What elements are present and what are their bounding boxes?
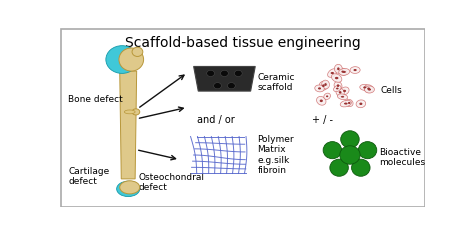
Ellipse shape <box>336 88 338 89</box>
Ellipse shape <box>364 85 373 93</box>
Ellipse shape <box>360 84 370 90</box>
Ellipse shape <box>342 71 346 73</box>
Ellipse shape <box>337 84 339 87</box>
Ellipse shape <box>359 103 363 105</box>
Text: Scaffold-based tissue engineering: Scaffold-based tissue engineering <box>125 36 361 50</box>
Ellipse shape <box>317 96 326 105</box>
Ellipse shape <box>339 91 342 94</box>
Ellipse shape <box>235 70 242 76</box>
Ellipse shape <box>315 85 324 92</box>
Ellipse shape <box>340 100 351 107</box>
Ellipse shape <box>132 109 140 115</box>
Ellipse shape <box>214 83 221 89</box>
Ellipse shape <box>331 74 342 82</box>
Ellipse shape <box>117 181 140 197</box>
Text: Bone defect: Bone defect <box>68 95 123 104</box>
FancyBboxPatch shape <box>61 29 425 207</box>
Ellipse shape <box>344 103 347 105</box>
Ellipse shape <box>341 96 344 98</box>
Ellipse shape <box>330 159 348 176</box>
Ellipse shape <box>334 85 341 92</box>
Text: + / -: + / - <box>312 115 333 125</box>
Ellipse shape <box>368 88 371 91</box>
Ellipse shape <box>336 88 344 96</box>
Ellipse shape <box>207 70 214 76</box>
Ellipse shape <box>319 99 323 102</box>
Ellipse shape <box>358 142 377 159</box>
Ellipse shape <box>341 71 344 73</box>
Ellipse shape <box>343 90 346 92</box>
Ellipse shape <box>124 110 135 114</box>
Text: and / or: and / or <box>197 115 235 125</box>
Polygon shape <box>194 66 255 91</box>
Ellipse shape <box>106 46 138 73</box>
Ellipse shape <box>339 69 350 75</box>
Text: Ceramic
scaffold: Ceramic scaffold <box>257 73 295 92</box>
Text: Cartilage
defect: Cartilage defect <box>68 167 109 186</box>
Ellipse shape <box>340 146 360 164</box>
Polygon shape <box>120 71 137 179</box>
Ellipse shape <box>335 77 338 79</box>
Ellipse shape <box>354 69 357 71</box>
Ellipse shape <box>338 68 347 75</box>
Ellipse shape <box>318 87 321 89</box>
Ellipse shape <box>348 102 350 104</box>
Text: Polymer
Matrix
e.g.silk
fibroin: Polymer Matrix e.g.silk fibroin <box>257 135 294 175</box>
Text: Cells: Cells <box>381 86 402 95</box>
Ellipse shape <box>367 87 370 90</box>
Ellipse shape <box>322 80 329 89</box>
Ellipse shape <box>341 131 359 148</box>
Ellipse shape <box>337 67 339 70</box>
Ellipse shape <box>328 69 337 77</box>
Ellipse shape <box>120 181 140 194</box>
Ellipse shape <box>334 82 342 90</box>
Text: Osteochondral
defect: Osteochondral defect <box>139 173 205 192</box>
Ellipse shape <box>331 72 334 74</box>
Ellipse shape <box>228 83 235 89</box>
Ellipse shape <box>337 94 348 100</box>
Ellipse shape <box>352 159 370 176</box>
Ellipse shape <box>365 86 374 93</box>
Ellipse shape <box>346 99 353 106</box>
Ellipse shape <box>363 86 366 88</box>
Ellipse shape <box>322 84 325 87</box>
Ellipse shape <box>326 95 328 97</box>
Ellipse shape <box>319 81 328 90</box>
Ellipse shape <box>324 93 330 99</box>
Ellipse shape <box>220 70 228 76</box>
Ellipse shape <box>340 87 349 95</box>
Ellipse shape <box>350 67 360 73</box>
Ellipse shape <box>356 100 365 108</box>
Ellipse shape <box>324 83 327 86</box>
Ellipse shape <box>335 64 342 73</box>
Ellipse shape <box>132 47 143 56</box>
Ellipse shape <box>323 142 342 159</box>
Ellipse shape <box>119 48 144 71</box>
Text: Bioactive
molecules: Bioactive molecules <box>379 148 425 167</box>
